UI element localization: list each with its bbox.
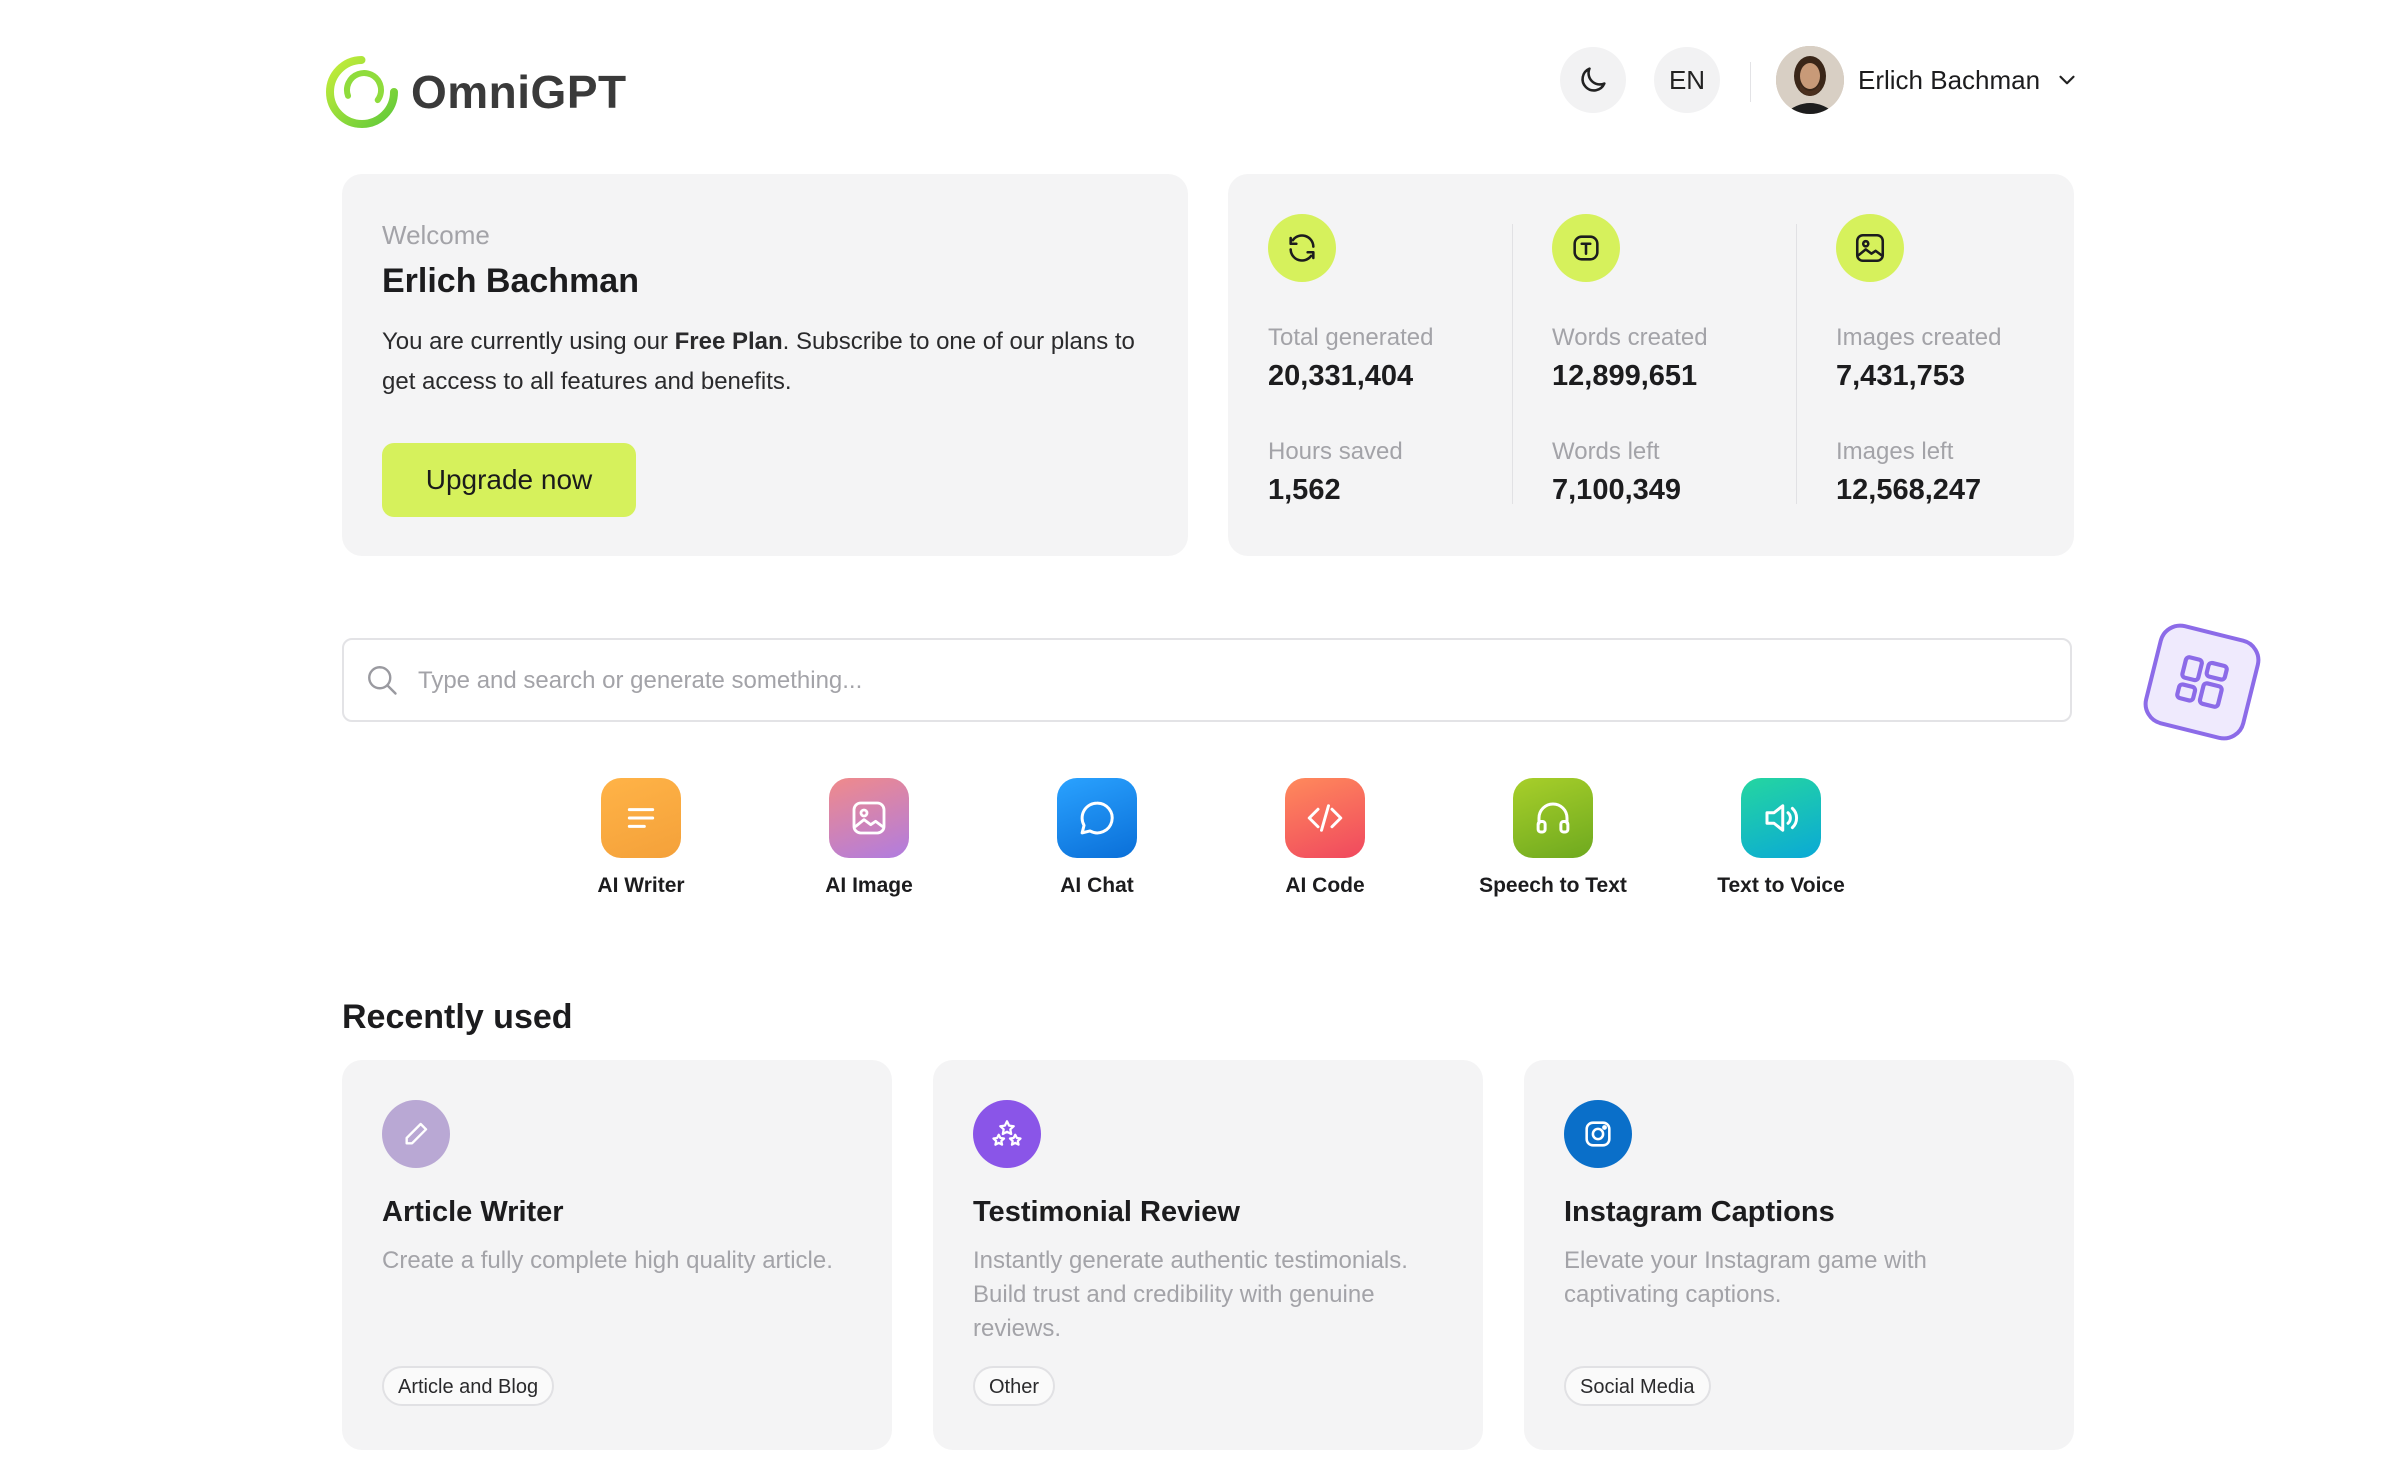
lines-icon bbox=[627, 808, 655, 828]
headphones-icon bbox=[1536, 802, 1570, 834]
tool-icon bbox=[601, 778, 681, 858]
stat-label: Images left bbox=[1836, 438, 1954, 465]
stat-column-images: Images created 7,431,753 Images left 12,… bbox=[1796, 174, 2074, 556]
brand-logo[interactable]: OmniGPT bbox=[325, 55, 627, 129]
recent-card-article-writer[interactable]: Article Writer Create a fully complete h… bbox=[342, 1060, 892, 1450]
recent-card-icon bbox=[1564, 1100, 1632, 1168]
tool-icon bbox=[829, 778, 909, 858]
category-tag: Article and Blog bbox=[382, 1366, 555, 1406]
instagram-icon bbox=[1585, 1121, 1611, 1147]
category-tag: Social Media bbox=[1564, 1366, 1711, 1406]
plan-name: Free Plan bbox=[674, 328, 783, 355]
plan-desc-suffix: . Subscribe to one of our plans to get a… bbox=[382, 328, 1135, 395]
search-input[interactable] bbox=[416, 658, 2020, 704]
welcome-card: Welcome Erlich Bachman You are currently… bbox=[342, 174, 1188, 556]
chevron-down-icon[interactable] bbox=[2054, 67, 2080, 93]
tool-icon bbox=[1285, 778, 1365, 858]
refresh-icon bbox=[1289, 234, 1315, 262]
tool-ai-image[interactable]: AI Image bbox=[769, 778, 969, 898]
code-icon bbox=[1307, 804, 1343, 832]
text-icon bbox=[1573, 235, 1599, 261]
header-divider bbox=[1750, 62, 1751, 102]
stat-icon bbox=[1836, 214, 1904, 282]
brand-name: OmniGPT bbox=[411, 66, 627, 118]
recent-card-icon bbox=[973, 1100, 1041, 1168]
search-icon bbox=[368, 666, 397, 695]
search-bar[interactable] bbox=[342, 638, 2072, 722]
user-name: Erlich Bachman bbox=[1858, 64, 2041, 95]
recent-card-title: Article Writer bbox=[382, 1196, 564, 1228]
plan-desc-prefix: You are currently using our bbox=[382, 328, 675, 355]
tool-icon bbox=[1513, 778, 1593, 858]
recent-card-description: Create a fully complete high quality art… bbox=[382, 1247, 833, 1274]
stats-card: Total generated 20,331,404 Hours saved 1… bbox=[1228, 174, 2074, 556]
pencil-icon bbox=[405, 1122, 428, 1145]
recent-card-title: Testimonial Review bbox=[973, 1196, 1240, 1228]
recent-card-instagram-captions[interactable]: Instagram Captions Elevate your Instagra… bbox=[1524, 1060, 2074, 1450]
moon-icon bbox=[1581, 67, 1606, 92]
language-label: EN bbox=[1668, 64, 1706, 95]
stat-icon bbox=[1552, 214, 1620, 282]
apps-floating-button[interactable] bbox=[2138, 618, 2266, 746]
tool-label: AI Image bbox=[825, 874, 913, 897]
stat-label: Hours saved bbox=[1268, 438, 1403, 465]
grid-icon bbox=[2175, 655, 2229, 709]
recent-card-description: Instantly generate authentic testimonial… bbox=[973, 1247, 1408, 1342]
language-button[interactable]: EN bbox=[1654, 47, 1720, 113]
chat-bubble-icon bbox=[1080, 801, 1114, 835]
welcome-user-name: Erlich Bachman bbox=[382, 262, 639, 300]
welcome-label: Welcome bbox=[382, 220, 490, 250]
stat-label: Words left bbox=[1552, 438, 1660, 465]
upgrade-button[interactable]: Upgrade now bbox=[382, 443, 636, 517]
recent-card-description: Elevate your Instagram game with captiva… bbox=[1564, 1247, 1927, 1308]
tool-text-to-voice[interactable]: Text to Voice bbox=[1681, 778, 1881, 898]
tool-label: AI Chat bbox=[1060, 874, 1134, 897]
recent-section-title: Recently used bbox=[342, 998, 573, 1036]
tool-label: Speech to Text bbox=[1479, 874, 1627, 897]
theme-toggle-button[interactable] bbox=[1560, 47, 1626, 113]
stat-value: 1,562 bbox=[1268, 474, 1341, 506]
stat-label: Images created bbox=[1836, 324, 2002, 351]
stars-icon bbox=[992, 1120, 1022, 1146]
tool-speech-to-text[interactable]: Speech to Text bbox=[1453, 778, 1653, 898]
plan-description: You are currently using our Free Plan. S… bbox=[382, 322, 1162, 402]
omni-logo-icon bbox=[326, 56, 398, 128]
stat-column-total: Total generated 20,331,404 Hours saved 1… bbox=[1228, 174, 1512, 556]
stat-value: 20,331,404 bbox=[1268, 360, 1414, 392]
tool-label: AI Writer bbox=[597, 874, 685, 897]
recent-card-icon bbox=[382, 1100, 450, 1168]
user-menu[interactable]: Erlich Bachman bbox=[1776, 46, 2080, 114]
avatar bbox=[1776, 46, 1844, 114]
tool-icon bbox=[1741, 778, 1821, 858]
stat-column-words: Words created 12,899,651 Words left 7,10… bbox=[1512, 174, 1796, 556]
image-icon bbox=[1855, 233, 1885, 263]
stat-icon bbox=[1268, 214, 1336, 282]
recent-card-title: Instagram Captions bbox=[1564, 1196, 1835, 1228]
stat-value: 7,431,753 bbox=[1836, 360, 1966, 392]
image-icon bbox=[852, 801, 886, 835]
tool-label: Text to Voice bbox=[1717, 874, 1845, 897]
tool-ai-code[interactable]: AI Code bbox=[1225, 778, 1425, 898]
stat-label: Total generated bbox=[1268, 324, 1434, 351]
stat-value: 7,100,349 bbox=[1552, 474, 1682, 506]
tool-ai-chat[interactable]: AI Chat bbox=[997, 778, 1197, 898]
category-tag: Other bbox=[973, 1366, 1056, 1406]
stat-value: 12,568,247 bbox=[1836, 474, 1982, 506]
tool-label: AI Code bbox=[1285, 874, 1365, 897]
stat-divider bbox=[1796, 224, 1797, 504]
recent-card-testimonial-review[interactable]: Testimonial Review Instantly generate au… bbox=[933, 1060, 1483, 1450]
tool-icon bbox=[1057, 778, 1137, 858]
stat-label: Words created bbox=[1552, 324, 1708, 351]
stat-divider bbox=[1512, 224, 1513, 504]
stat-value: 12,899,651 bbox=[1552, 360, 1698, 392]
speaker-icon bbox=[1765, 804, 1799, 832]
tool-ai-writer[interactable]: AI Writer bbox=[541, 778, 741, 898]
